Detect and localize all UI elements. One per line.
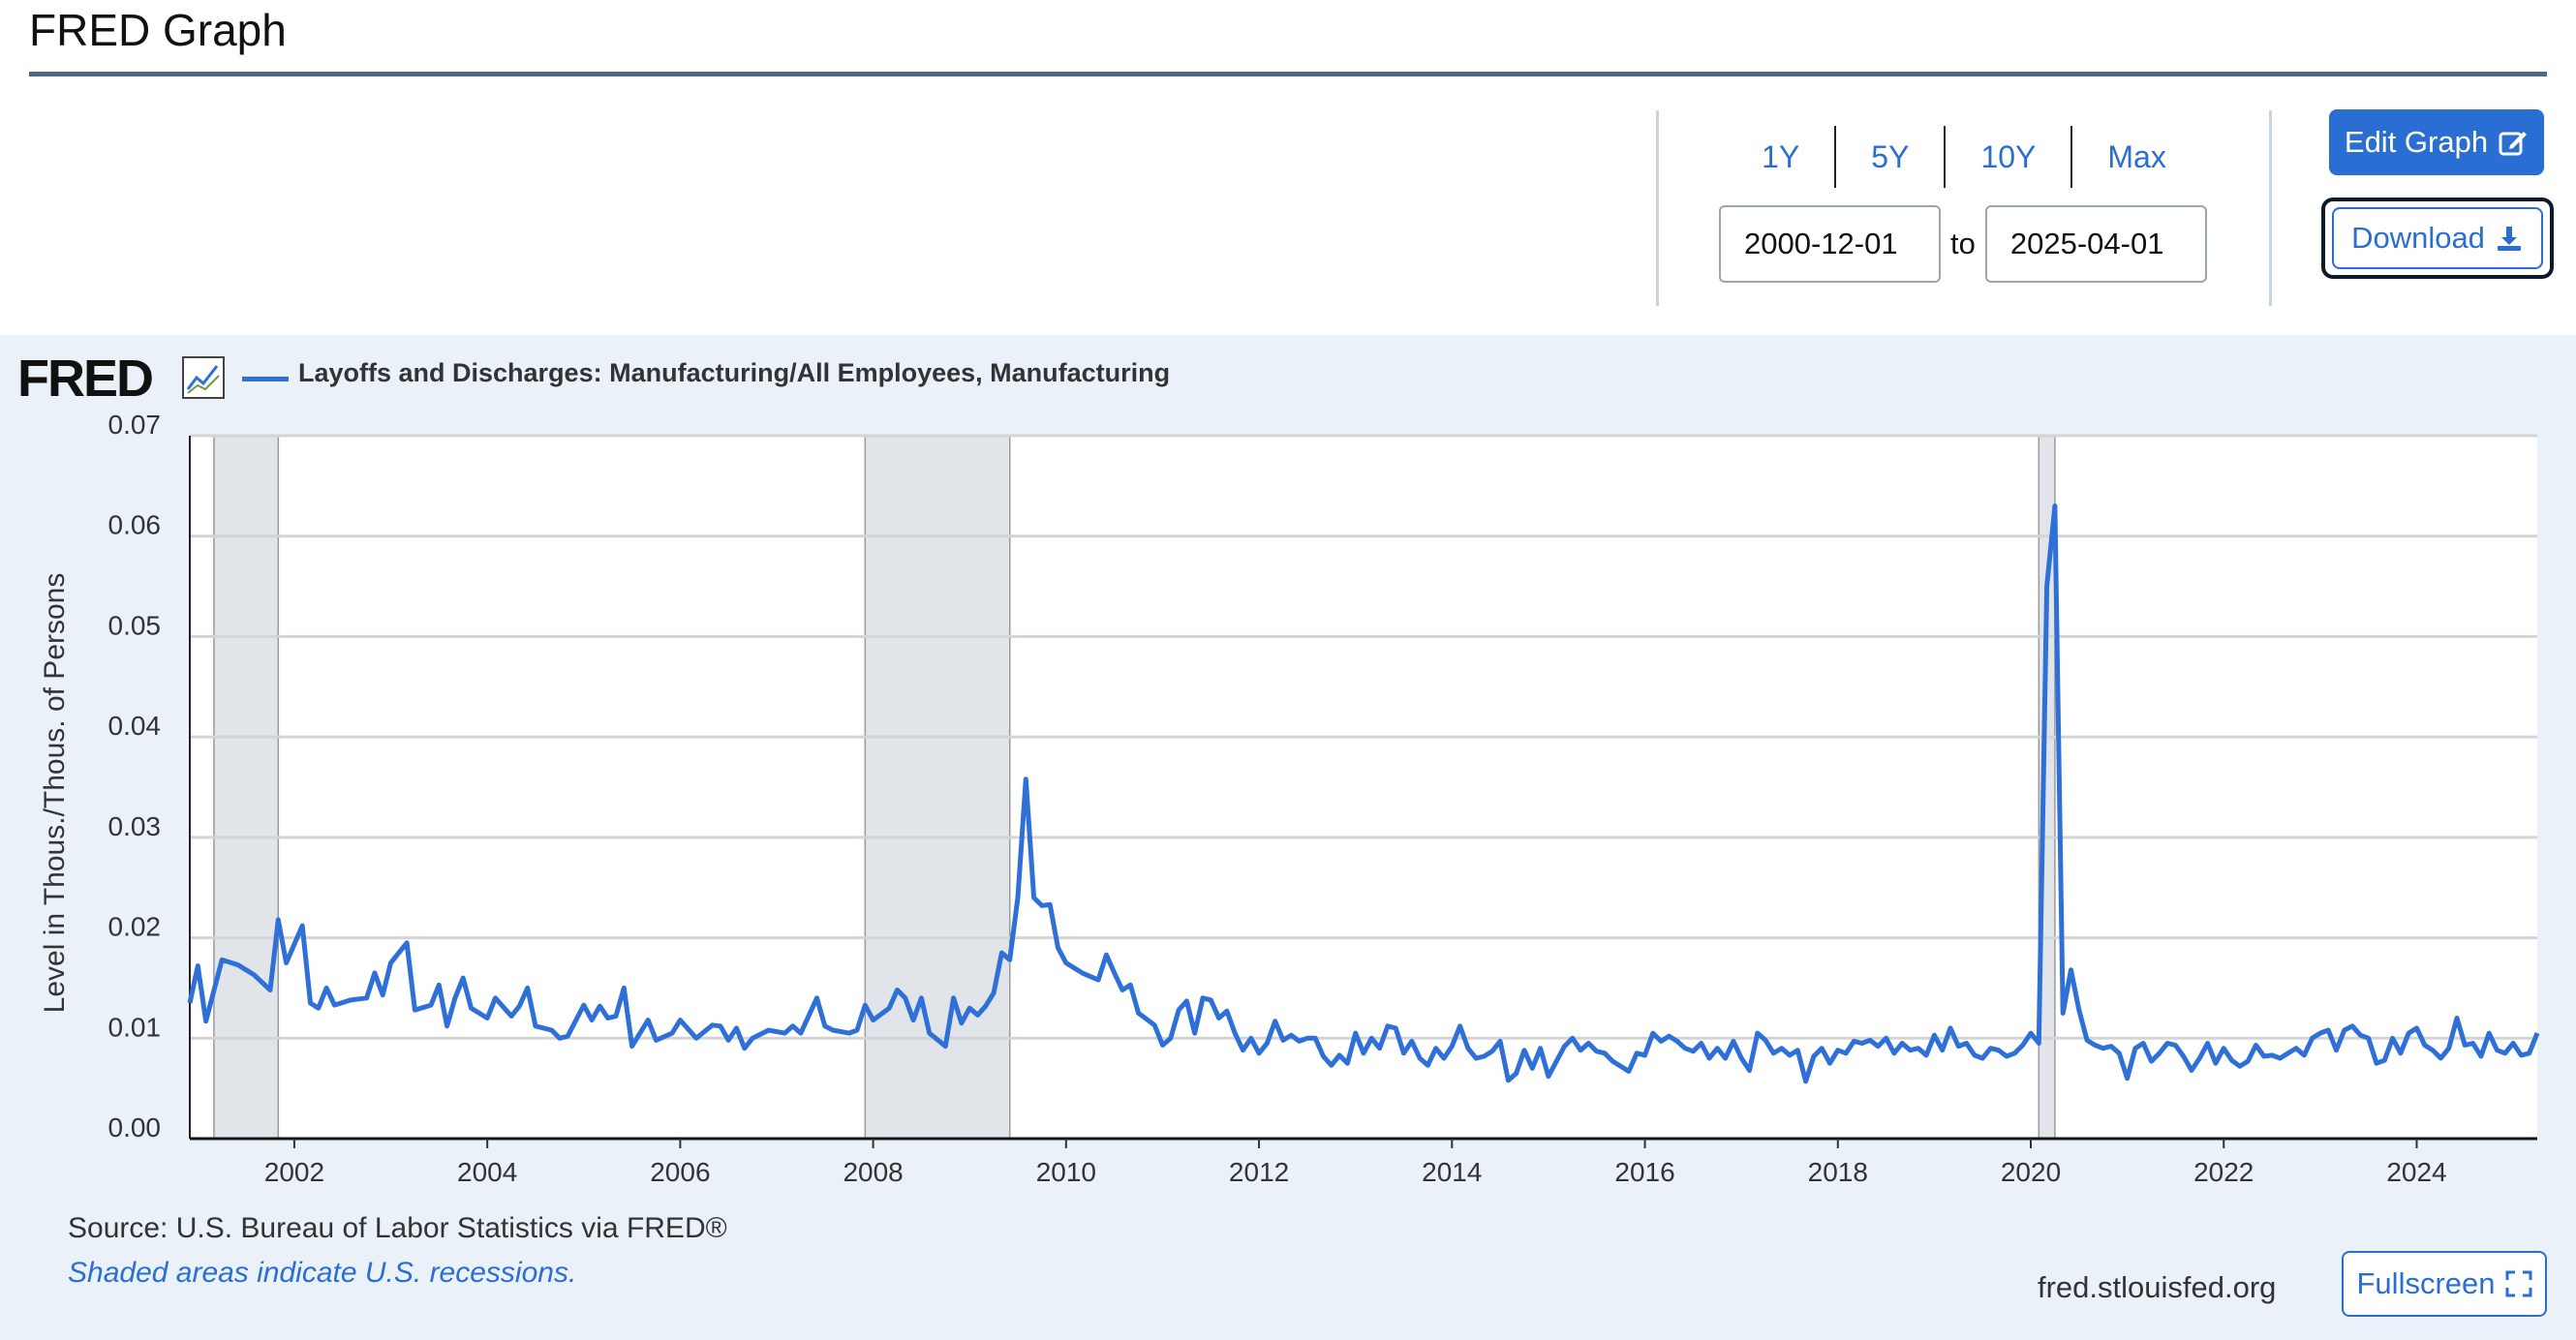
download-button[interactable]: Download (2321, 198, 2554, 279)
recession-band (2039, 436, 2055, 1139)
recession-band (213, 436, 279, 1139)
x-tick-label: 2012 (1229, 1157, 1289, 1187)
recession-note[interactable]: Shaded areas indicate U.S. recessions. (68, 1257, 577, 1289)
date-inputs: to (1719, 205, 2207, 283)
expand-icon (2505, 1270, 2531, 1297)
plot-area (190, 436, 2537, 1139)
source-note: Source: U.S. Bureau of Labor Statistics … (68, 1212, 727, 1244)
graph-panel: FRED Layoffs and Discharges: Manufacturi… (0, 335, 2576, 1340)
to-label: to (1950, 227, 1976, 260)
x-tick-label: 2024 (2386, 1157, 2446, 1187)
title-divider (29, 72, 2547, 76)
recession-band (865, 436, 1010, 1139)
y-tick-label: 0.00 (108, 1112, 162, 1142)
legend-swatch (242, 377, 289, 381)
range-button-max[interactable]: Max (2070, 126, 2200, 188)
fullscreen-label: Fullscreen (2356, 1266, 2496, 1300)
x-tick-label: 2020 (2001, 1157, 2061, 1187)
x-tick-label: 2018 (1808, 1157, 1868, 1187)
download-button-inner: Download (2332, 207, 2543, 269)
fullscreen-button[interactable]: Fullscreen (2342, 1251, 2547, 1317)
x-tick-label: 2002 (264, 1157, 324, 1187)
x-tick-label: 2014 (1422, 1157, 1482, 1187)
x-tick-label: 2010 (1036, 1157, 1096, 1187)
y-tick-label: 0.06 (108, 510, 162, 540)
edit-graph-label: Edit Graph (2344, 125, 2489, 159)
x-tick-label: 2006 (650, 1157, 710, 1187)
y-tick-label: 0.07 (108, 410, 162, 440)
legend-label: Layoffs and Discharges: Manufacturing/Al… (298, 358, 1171, 387)
graph-icon (182, 356, 225, 399)
range-button-group: 1Y 5Y 10Y Max (1659, 126, 2269, 188)
x-tick-label: 2004 (457, 1157, 517, 1187)
y-tick-label: 0.04 (108, 711, 162, 741)
y-tick-label: 0.01 (108, 1012, 162, 1042)
y-tick-label: 0.03 (108, 811, 162, 841)
download-icon (2497, 227, 2521, 251)
range-button-1y[interactable]: 1Y (1762, 139, 1800, 174)
fred-logo: FRED (17, 350, 154, 408)
x-tick-label: 2008 (843, 1157, 903, 1187)
y-tick-label: 0.02 (108, 912, 162, 942)
y-axis-label: Level in Thous./Thous. of Persons (39, 573, 71, 1014)
series-line (187, 503, 2540, 1084)
site-url: fred.stlouisfed.org (2038, 1270, 2277, 1304)
line-chart: 0.00 0.01 0.02 0.03 0.04 0.05 0.06 0.07 2002 2004… (39, 410, 2540, 1187)
range-button-10y[interactable]: 10Y (1944, 126, 2070, 188)
x-tick-label: 2016 (1614, 1157, 1674, 1187)
start-date-input[interactable] (1719, 205, 1941, 283)
date-range-controls: 1Y 5Y 10Y Max to (1656, 110, 2272, 306)
x-tick-label: 2022 (2193, 1157, 2254, 1187)
page-title: FRED Graph (29, 5, 287, 55)
y-tick-label: 0.05 (108, 610, 162, 640)
download-label: Download (2351, 221, 2485, 255)
range-button-5y[interactable]: 5Y (1834, 126, 1944, 188)
edit-graph-button[interactable]: Edit Graph (2329, 109, 2544, 175)
end-date-input[interactable] (1984, 205, 2207, 283)
edit-icon (2499, 132, 2528, 156)
